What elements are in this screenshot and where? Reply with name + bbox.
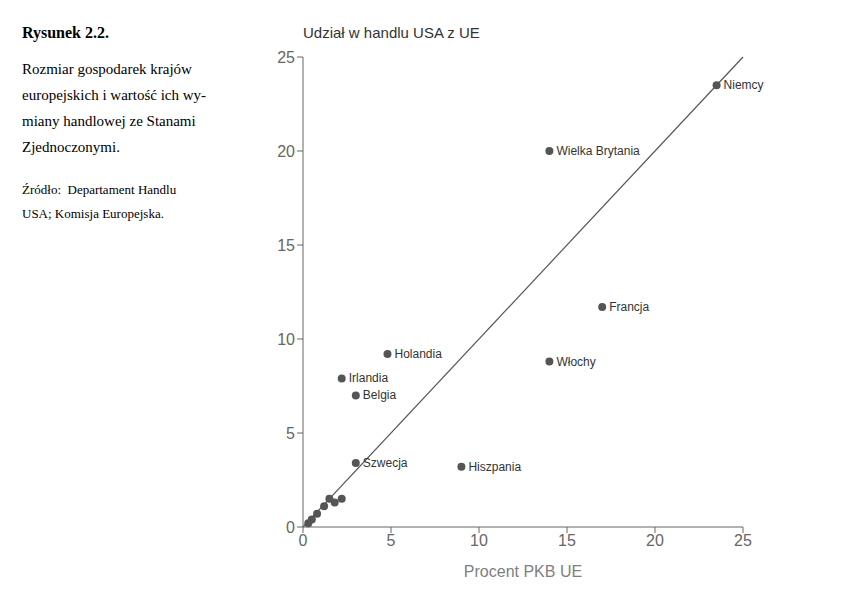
svg-text:10: 10 (470, 532, 488, 549)
svg-text:0: 0 (299, 532, 308, 549)
svg-text:0: 0 (286, 519, 295, 536)
svg-text:20: 20 (646, 532, 664, 549)
svg-text:10: 10 (277, 331, 295, 348)
html-text:miany handlowej ze Stanami: miany handlowej ze Stanami (22, 113, 196, 129)
svg-text:Irlandia: Irlandia (349, 371, 389, 385)
svg-text:Hiszpania: Hiszpania (468, 460, 521, 474)
html-text:Rozmiar gospodarek krajów: Rozmiar gospodarek krajów (22, 61, 192, 77)
html-text:europejskich i wartość ich wy-: europejskich i wartość ich wy- (22, 87, 207, 103)
html-text:USA; Komisja Europejska.: USA; Komisja Europejska. (22, 206, 164, 221)
svg-text:Belgia: Belgia (363, 388, 397, 402)
svg-text:Wielka Brytania: Wielka Brytania (556, 144, 640, 158)
html-text:Zjednoczonymi.: Zjednoczonymi. (22, 139, 120, 155)
svg-text:15: 15 (558, 532, 576, 549)
svg-text:15: 15 (277, 237, 295, 254)
svg-text:20: 20 (277, 143, 295, 160)
html-text:Udział w handlu USA z UE: Udział w handlu USA z UE (303, 24, 480, 41)
svg-text:Francja: Francja (609, 300, 649, 314)
svg-text:Niemcy: Niemcy (724, 78, 764, 92)
html-text:Rysunek 2.2.: Rysunek 2.2. (22, 24, 109, 41)
svg-text:Włochy: Włochy (556, 355, 595, 369)
svg-text:Procent PKB UE: Procent PKB UE (464, 563, 582, 580)
svg-text:5: 5 (286, 425, 295, 442)
svg-text:5: 5 (387, 532, 396, 549)
html-text:Źródło: Departament Handlu: Źródło: Departament Handlu (22, 182, 177, 197)
svg-text:25: 25 (277, 49, 295, 66)
svg-text:Szwecja: Szwecja (363, 456, 408, 470)
svg-text:25: 25 (734, 532, 752, 549)
svg-text:Holandia: Holandia (394, 347, 442, 361)
